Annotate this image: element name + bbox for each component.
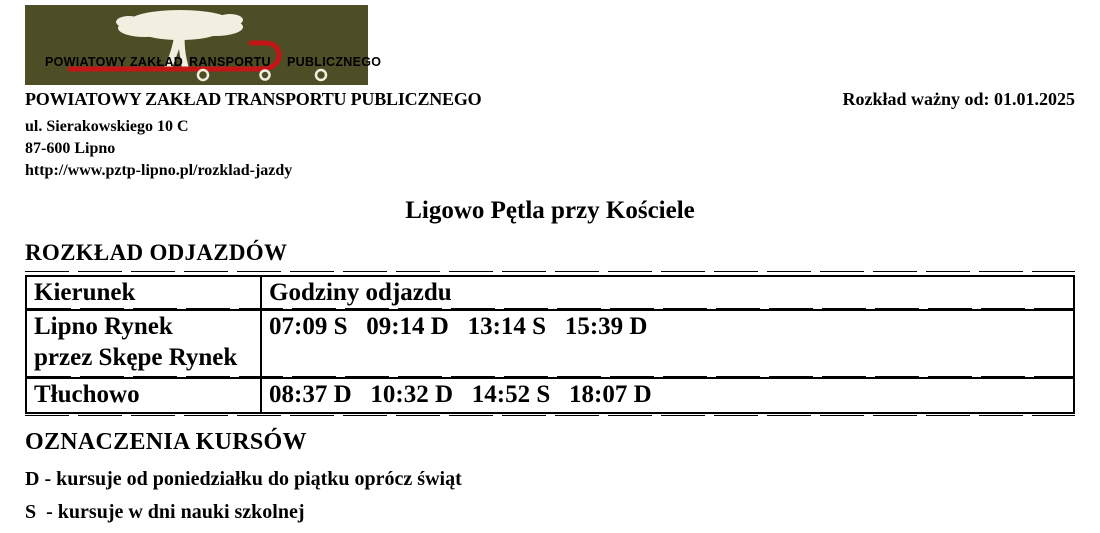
tree-icon (116, 10, 243, 68)
legend-heading: OZNACZENIA KURSÓW (25, 429, 307, 455)
logo-text-part1: POWIATOWY ZAKŁAD (45, 55, 184, 69)
address-street: ul. Sierakowskiego 10 C (25, 118, 189, 135)
logo-text-part2: RANSPORTU (189, 55, 271, 69)
legend-item-s: S - kursuje w dni nauki szkolnej (25, 501, 305, 523)
table-row: Lipno Rynek przez Skępe Rynek 07:09 S 09… (27, 311, 1073, 376)
logo-graphic (25, 5, 368, 85)
column-header-direction: Kierunek (27, 277, 262, 308)
website-url: http://www.pztp-lipno.pl/rozklad-jazdy (25, 162, 293, 179)
legend-item-d: D - kursuje od poniedziałku do piątku op… (25, 468, 462, 490)
column-header-times: Godziny odjazdu (269, 279, 452, 306)
bus-route-icon (67, 40, 282, 72)
table-top-dashed-line (25, 271, 1075, 273)
times-cell: 07:09 S 09:14 D 13:14 S 15:39 D (269, 313, 648, 340)
departures-table: Kierunek Godziny odjazdu Lipno Rynek prz… (25, 275, 1075, 414)
row-separator (27, 308, 1073, 311)
company-name: POWIATOWY ZAKŁAD TRANSPORTU PUBLICZNEGO (25, 89, 482, 109)
company-logo: POWIATOWY ZAKŁAD RANSPORTU PUBLICZNEGO (25, 5, 381, 85)
table-row: Tłuchowo 08:37 D 10:32 D 14:52 S 18:07 D (27, 379, 1073, 412)
direction-cell: Tłuchowo (27, 379, 262, 412)
times-cell: 08:37 D 10:32 D 14:52 S 18:07 D (269, 381, 652, 408)
direction-line1: Lipno Rynek (34, 313, 173, 340)
address-city: 87-600 Lipno (25, 140, 116, 157)
validity-date: Rozkład ważny od: 01.01.2025 (842, 89, 1075, 109)
table-bottom-dashed-line (25, 415, 1075, 417)
departures-heading: ROZKŁAD ODJAZDÓW (25, 240, 288, 265)
logo-text-part3: PUBLICZNEGO (287, 55, 382, 69)
direction-cell: Lipno Rynek przez Skępe Rynek (27, 311, 262, 376)
wheel-icons (196, 68, 328, 82)
address-block: ul. Sierakowskiego 10 C 87-600 Lipno htt… (25, 116, 292, 182)
table-header-row: Kierunek Godziny odjazdu (27, 277, 1073, 308)
stop-title: Ligowo Pętla przy Kościele (405, 197, 695, 224)
direction-line2: przez Skępe Rynek (34, 344, 238, 371)
row-separator (27, 376, 1073, 379)
